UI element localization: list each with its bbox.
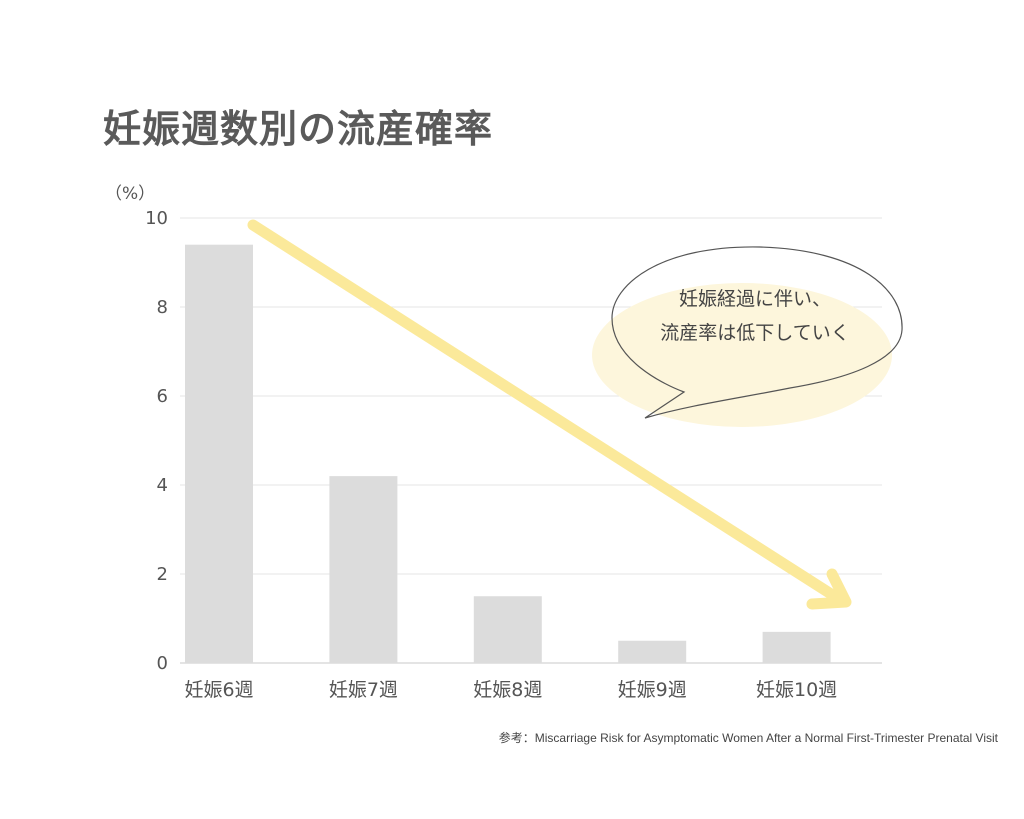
x-category-label: 妊娠9週 [618,679,687,701]
annotation-line-1: 妊娠経過に伴い、 [678,288,831,310]
y-axis-unit-label: （%） [105,184,156,204]
x-axis-labels: 妊娠6週 妊娠7週 妊娠8週 妊娠9週 妊娠10週 [184,679,837,701]
source-citation: 参考：Miscarriage Risk for Asymptomatic Wom… [498,731,998,745]
trend-arrow [247,219,852,610]
annotation-line-2: 流産率は低下していく [660,322,850,344]
bar [762,631,831,663]
x-category-label: 妊娠8週 [473,679,542,701]
bar [185,244,253,663]
chart-title: 妊娠週数別の流産確率 [103,107,494,151]
y-tick-label: 4 [157,475,168,496]
bar [473,596,542,663]
y-axis-ticks: 0 2 4 6 8 10 [145,208,168,674]
x-category-label: 妊娠6週 [184,679,253,701]
annotation-bubble [592,246,903,427]
annotation-text: 妊娠経過に伴い、 流産率は低下していく [625,282,885,350]
bar [618,640,687,663]
y-tick-label: 10 [145,208,168,229]
annotation-bubble-outline [611,246,903,419]
y-tick-label: 6 [157,386,168,407]
y-tick-label: 2 [157,564,168,585]
bars [185,244,831,663]
bar [329,476,398,663]
x-category-label: 妊娠10週 [756,679,837,701]
y-tick-label: 0 [157,653,168,674]
x-category-label: 妊娠7週 [329,679,398,701]
y-tick-label: 8 [157,297,168,318]
